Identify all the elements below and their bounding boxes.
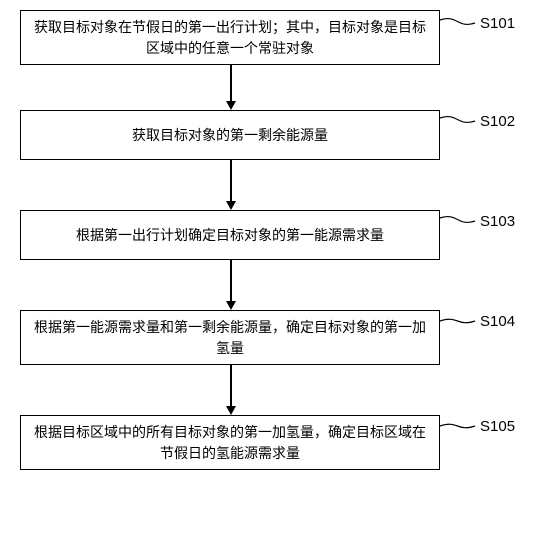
arrow-n3-n4: [230, 260, 232, 302]
leader-line: [438, 210, 479, 229]
flow-node-n1: 获取目标对象在节假日的第一出行计划；其中，目标对象是目标区域中的任意一个常驻对象: [20, 10, 440, 65]
step-label-s103: S103: [480, 213, 515, 230]
leader-line: [438, 110, 479, 129]
flow-node-n2: 获取目标对象的第一剩余能源量: [20, 110, 440, 160]
leader-line: [438, 418, 479, 434]
flow-node-text: 根据目标区域中的所有目标对象的第一加氢量，确定目标区域在节假日的氢能源需求量: [33, 422, 427, 464]
step-label-s105: S105: [480, 418, 515, 435]
flow-node-n5: 根据目标区域中的所有目标对象的第一加氢量，确定目标区域在节假日的氢能源需求量: [20, 415, 440, 470]
flow-node-text: 获取目标对象的第一剩余能源量: [132, 125, 328, 146]
step-label-s102: S102: [480, 113, 515, 130]
step-label-s104: S104: [480, 313, 515, 330]
arrowhead-icon: [226, 301, 236, 310]
arrow-n4-n5: [230, 365, 232, 407]
arrow-n1-n2: [230, 65, 232, 102]
flow-node-text: 根据第一出行计划确定目标对象的第一能源需求量: [76, 225, 384, 246]
flow-node-n4: 根据第一能源需求量和第一剩余能源量，确定目标对象的第一加氢量: [20, 310, 440, 365]
arrowhead-icon: [226, 201, 236, 210]
step-label-s101: S101: [480, 15, 515, 32]
arrowhead-icon: [226, 406, 236, 415]
flow-node-text: 获取目标对象在节假日的第一出行计划；其中，目标对象是目标区域中的任意一个常驻对象: [33, 17, 427, 59]
leader-line: [438, 313, 479, 329]
leader-line: [438, 12, 479, 31]
flow-node-n3: 根据第一出行计划确定目标对象的第一能源需求量: [20, 210, 440, 260]
flowchart-container: 获取目标对象在节假日的第一出行计划；其中，目标对象是目标区域中的任意一个常驻对象…: [0, 0, 533, 536]
arrow-n2-n3: [230, 160, 232, 202]
flow-node-text: 根据第一能源需求量和第一剩余能源量，确定目标对象的第一加氢量: [33, 317, 427, 359]
arrowhead-icon: [226, 101, 236, 110]
